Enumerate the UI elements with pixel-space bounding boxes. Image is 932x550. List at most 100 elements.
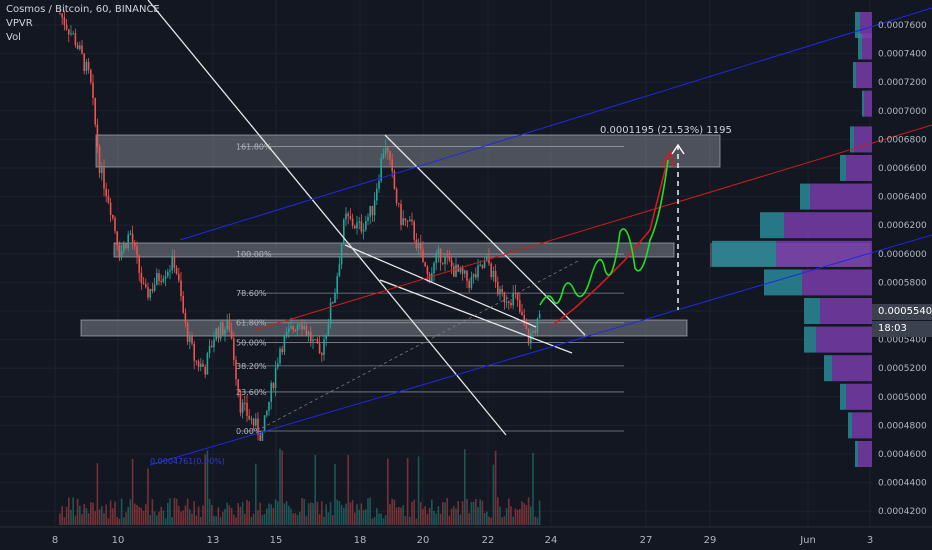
x-tick-label: Jun [799, 535, 816, 546]
candle-body [176, 268, 178, 274]
candle-body [378, 181, 380, 189]
volume-bar [167, 503, 169, 525]
candle-body [532, 331, 534, 333]
volume-bar [182, 510, 184, 525]
volume-bar [187, 499, 189, 525]
volume-bar [389, 504, 391, 525]
candle-body [301, 324, 303, 329]
volume-bar [229, 505, 231, 525]
volume-bar [446, 498, 448, 525]
vp-bar-down [832, 355, 872, 381]
volume-bar [163, 510, 165, 525]
y-tick-label: 0.0007000 [878, 107, 927, 117]
volume-bar [112, 508, 114, 525]
volume-bar [242, 502, 244, 525]
volume-bar [237, 503, 239, 525]
volume-bar [202, 505, 204, 525]
volume-bar [119, 519, 121, 525]
candle-body [251, 419, 253, 420]
volume-bar [325, 504, 327, 525]
candle-body [367, 217, 369, 221]
volume-bar [288, 506, 290, 525]
volume-bar [83, 504, 85, 525]
volume-bar [244, 514, 246, 525]
volume-bar [334, 464, 336, 525]
symbol-title[interactable]: Cosmos / Bitcoin, 60, BINANCE [6, 4, 160, 16]
volume-bar [299, 512, 301, 525]
x-tick-label: 27 [640, 535, 653, 546]
support-resistance-zones[interactable] [81, 135, 870, 336]
volume-bar [185, 506, 187, 525]
candle-body [449, 257, 451, 261]
y-tick-label: 0.0007200 [878, 78, 927, 88]
volume-bar [147, 469, 149, 525]
volume-bar [61, 506, 63, 525]
candle-body [277, 363, 279, 367]
candle-body [130, 234, 132, 235]
volume-bar [429, 508, 431, 525]
candle-body [209, 346, 211, 353]
volume-bar [363, 510, 365, 525]
volume-bar [290, 509, 292, 525]
candle-body [317, 339, 319, 343]
candle-body [112, 215, 114, 218]
volume-bar [268, 503, 270, 525]
indicator-vpvr-label[interactable]: VPVR [6, 18, 33, 30]
candle-body [215, 328, 217, 339]
fibonacci-retracement[interactable]: 161.80% 100.00% 78.60% 61.80% 50.00% 38.20% 23… [236, 143, 624, 436]
volume-bar [211, 505, 213, 525]
candle-body [143, 283, 145, 284]
candle-body [444, 256, 446, 264]
volume-bar [413, 500, 415, 525]
volume-bar [180, 512, 182, 525]
candle-body [264, 415, 266, 432]
candle-body [211, 346, 213, 347]
candle-body [163, 279, 165, 282]
candle-body [387, 148, 389, 152]
candle-body [427, 267, 429, 274]
volume-bar [396, 508, 398, 525]
candle-body [242, 403, 244, 413]
fib-level-label: 38.20% [236, 362, 267, 371]
volume-bar [537, 518, 539, 525]
candle-body [523, 315, 525, 325]
volume-bar [523, 503, 525, 525]
volume-bar [372, 518, 374, 525]
volume-bar [266, 509, 268, 525]
vp-bar-down [810, 184, 872, 210]
candle-body [336, 276, 338, 293]
volume-profile [712, 12, 872, 467]
volume-bar [515, 508, 517, 525]
volume-bar [110, 500, 112, 525]
volume-bar [517, 510, 519, 525]
candle-body [347, 214, 349, 217]
vp-bar-down [846, 384, 872, 410]
candle-body [442, 263, 444, 264]
candle-body [99, 147, 101, 173]
candle-body [266, 411, 268, 415]
candle-body [152, 289, 154, 291]
volume-bar [453, 506, 455, 525]
candle-body [389, 151, 391, 159]
volume-bar [292, 513, 294, 525]
volume-bar [330, 502, 332, 525]
volume-bar [482, 501, 484, 525]
candle-body [321, 353, 323, 355]
candle-body [97, 125, 99, 147]
volume-bar [438, 506, 440, 525]
candle-body [325, 335, 327, 340]
candle-body [383, 154, 385, 159]
volume-bar [383, 518, 385, 525]
candle-body [200, 364, 202, 367]
candle-body [374, 200, 376, 215]
candle-body [273, 383, 275, 388]
indicator-vol-label[interactable]: Vol [6, 32, 21, 44]
fib-level-label: 100.00% [236, 250, 272, 259]
volume-bar [297, 515, 299, 525]
candle-body [90, 70, 92, 82]
candle-body [94, 98, 96, 125]
volume-bar [132, 459, 134, 525]
y-tick-label: 0.0004200 [878, 507, 927, 517]
x-tick-label: 15 [270, 535, 283, 546]
